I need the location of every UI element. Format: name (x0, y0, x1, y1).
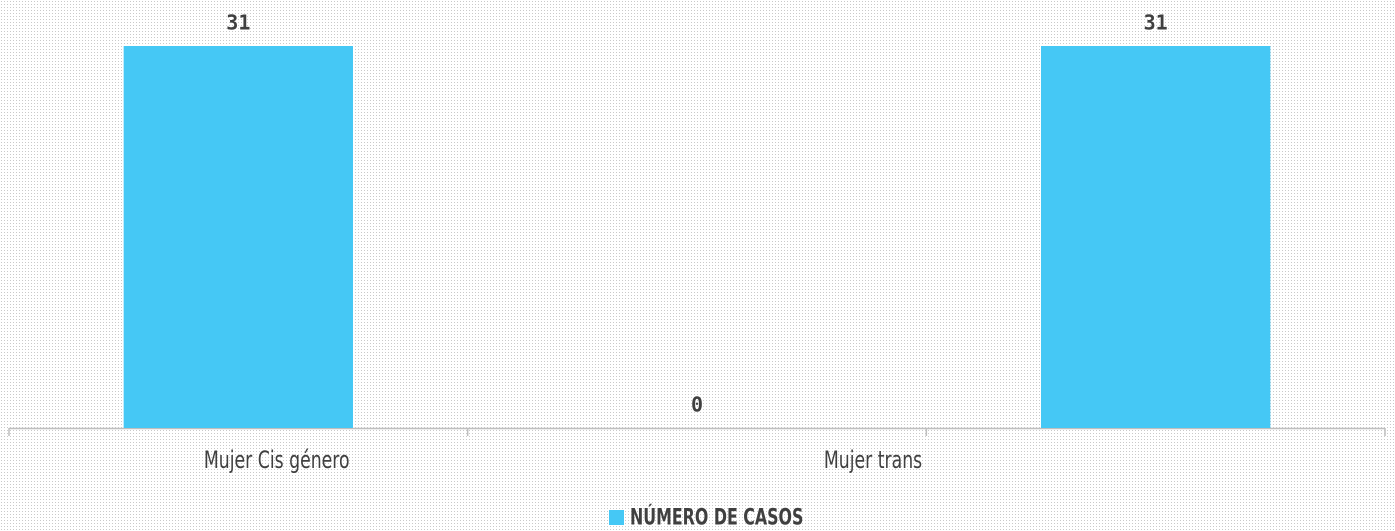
legend-item: NÚMERO DE CASOS (609, 503, 803, 531)
bar (1041, 46, 1271, 428)
data-label: 31 (1144, 11, 1168, 35)
x-tick-label: Mujer trans (824, 446, 922, 474)
data-label: 31 (226, 11, 250, 35)
legend-swatch (609, 510, 624, 525)
legend-label: NÚMERO DE CASOS (630, 503, 803, 531)
bar (123, 46, 354, 428)
data-label: 0 (691, 393, 703, 417)
x-tick-label: Mujer Cis género (204, 446, 350, 474)
